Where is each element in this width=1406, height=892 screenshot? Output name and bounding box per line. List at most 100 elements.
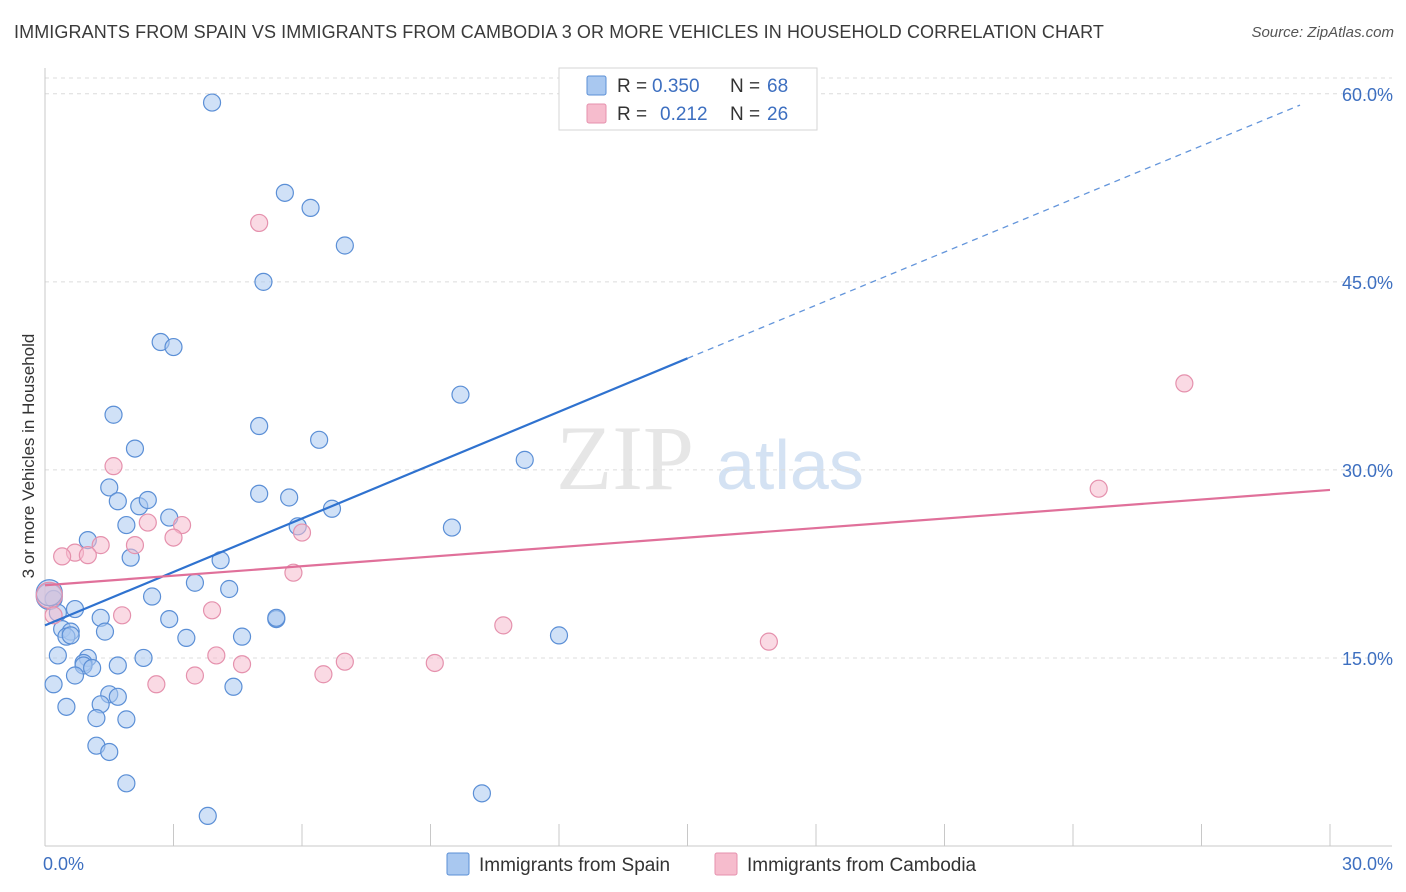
point-cambodia-22 (425, 653, 444, 673)
watermark-atlas: atlas (716, 426, 864, 504)
legend-r-value-spain: 0.350 (652, 76, 700, 97)
point-spain-29 (142, 587, 162, 606)
y-tick-label-1: 30.0% (1342, 461, 1393, 481)
point-spain-51 (108, 656, 127, 675)
point-cambodia-1 (1175, 374, 1194, 393)
point-spain-18 (280, 488, 299, 507)
point-spain-44 (232, 627, 252, 646)
legend-n-label-spain: N = (730, 76, 760, 97)
point-spain-0 (202, 93, 222, 112)
legend-n-value-cambodia: 26 (767, 104, 788, 125)
point-spain-50 (83, 658, 102, 678)
point-spain-60 (87, 709, 106, 728)
legend: R = 0.350 N = 68 R = 0.212 N = 26 (558, 67, 818, 131)
point-cambodia-20 (232, 655, 252, 674)
point-spain-23 (442, 518, 462, 537)
point-cambodia-14 (202, 601, 222, 620)
point-spain-35 (160, 609, 179, 629)
point-spain-64 (117, 774, 136, 793)
point-spain-41 (61, 626, 80, 645)
point-cambodia-25 (147, 675, 166, 694)
point-spain-4 (254, 272, 273, 291)
y-tick-label-2: 45.0% (1342, 273, 1393, 293)
point-spain-16 (138, 490, 157, 510)
y-axis-label: 3 or more Vehicles in Household (19, 334, 38, 579)
point-cambodia-9 (91, 536, 110, 555)
watermark-zip: ZIP (556, 407, 694, 509)
x-tick-labels: 0.0% 30.0% (43, 854, 1393, 874)
point-spain-57 (224, 677, 243, 696)
point-spain-61 (117, 710, 136, 729)
bottom-legend-label-cambodia: Immigrants from Cambodia (747, 855, 977, 876)
bottom-legend-label-spain: Immigrants from Spain (479, 855, 670, 876)
point-spain-3 (335, 236, 354, 255)
point-spain-28 (220, 579, 239, 599)
point-cambodia-11 (78, 546, 97, 565)
point-cambodia-15 (112, 606, 132, 625)
point-cambodia-7 (292, 523, 312, 542)
source-label: Source: ZipAtlas.com (1251, 24, 1394, 41)
point-spain-43 (177, 628, 196, 647)
bottom-legend-swatch-cambodia (714, 852, 738, 876)
point-spain-14 (108, 492, 127, 511)
point-cambodia-21 (335, 652, 354, 671)
series-spain-points (35, 93, 569, 826)
trend-line-spain-extension (687, 104, 1301, 359)
x-tick-label-1: 30.0% (1342, 854, 1393, 874)
legend-r-label-cambodia: R = (617, 104, 647, 125)
legend-r-value-cambodia: 0.212 (660, 104, 708, 125)
point-cambodia-6 (164, 528, 183, 547)
point-cambodia-5 (172, 515, 192, 535)
point-spain-52 (134, 648, 153, 668)
bottom-legend: Immigrants from Spain Immigrants from Ca… (446, 852, 977, 876)
point-cambodia-4 (138, 513, 157, 532)
point-spain-66 (198, 806, 217, 826)
trend-line-spain (44, 357, 688, 627)
point-spain-10 (125, 439, 145, 458)
point-cambodia-19 (207, 646, 226, 665)
point-spain-63 (100, 742, 119, 762)
point-spain-53 (65, 666, 85, 685)
legend-r-label-spain: R = (617, 76, 647, 97)
y-tick-label-3: 60.0% (1342, 85, 1393, 105)
point-spain-45 (549, 626, 569, 645)
point-spain-1 (275, 183, 294, 202)
trend-line-cambodia (44, 488, 1331, 587)
point-spain-58 (57, 697, 76, 716)
point-spain-17 (250, 484, 269, 503)
legend-swatch-cambodia (586, 103, 607, 124)
point-cambodia-13 (284, 563, 303, 582)
watermark: ZIP atlas (556, 407, 864, 509)
point-cambodia-26 (759, 632, 778, 651)
point-spain-2 (301, 198, 320, 217)
legend-n-label-cambodia: N = (730, 104, 760, 125)
point-cambodia-2 (1089, 479, 1108, 498)
y-tick-labels: 15.0% 30.0% 45.0% 60.0% (1342, 85, 1393, 669)
x-tick-label-0: 0.0% (43, 854, 84, 874)
point-spain-21 (117, 515, 136, 535)
point-cambodia-16 (494, 616, 513, 635)
point-spain-9 (310, 430, 329, 449)
point-cambodia-24 (185, 666, 205, 685)
point-spain-11 (451, 385, 470, 404)
point-spain-42 (95, 622, 115, 641)
chart-title: IMMIGRANTS FROM SPAIN VS IMMIGRANTS FROM… (14, 22, 1105, 42)
point-cambodia-12 (53, 547, 72, 566)
point-spain-37 (267, 608, 286, 627)
trend-lines (44, 104, 1331, 627)
point-cambodia-8 (125, 536, 145, 555)
point-cambodia-3 (104, 457, 123, 476)
bottom-legend-swatch-spain (446, 852, 470, 876)
point-cambodia-17 (35, 581, 63, 609)
axes (44, 68, 1392, 847)
point-spain-65 (472, 784, 491, 803)
point-spain-46 (48, 646, 67, 665)
legend-n-value-spain: 68 (767, 76, 788, 97)
point-spain-56 (108, 687, 127, 706)
point-spain-7 (104, 405, 123, 424)
legend-swatch-spain (586, 75, 607, 96)
point-cambodia-23 (314, 665, 333, 684)
point-cambodia-0 (250, 213, 269, 233)
point-spain-8 (250, 416, 269, 436)
